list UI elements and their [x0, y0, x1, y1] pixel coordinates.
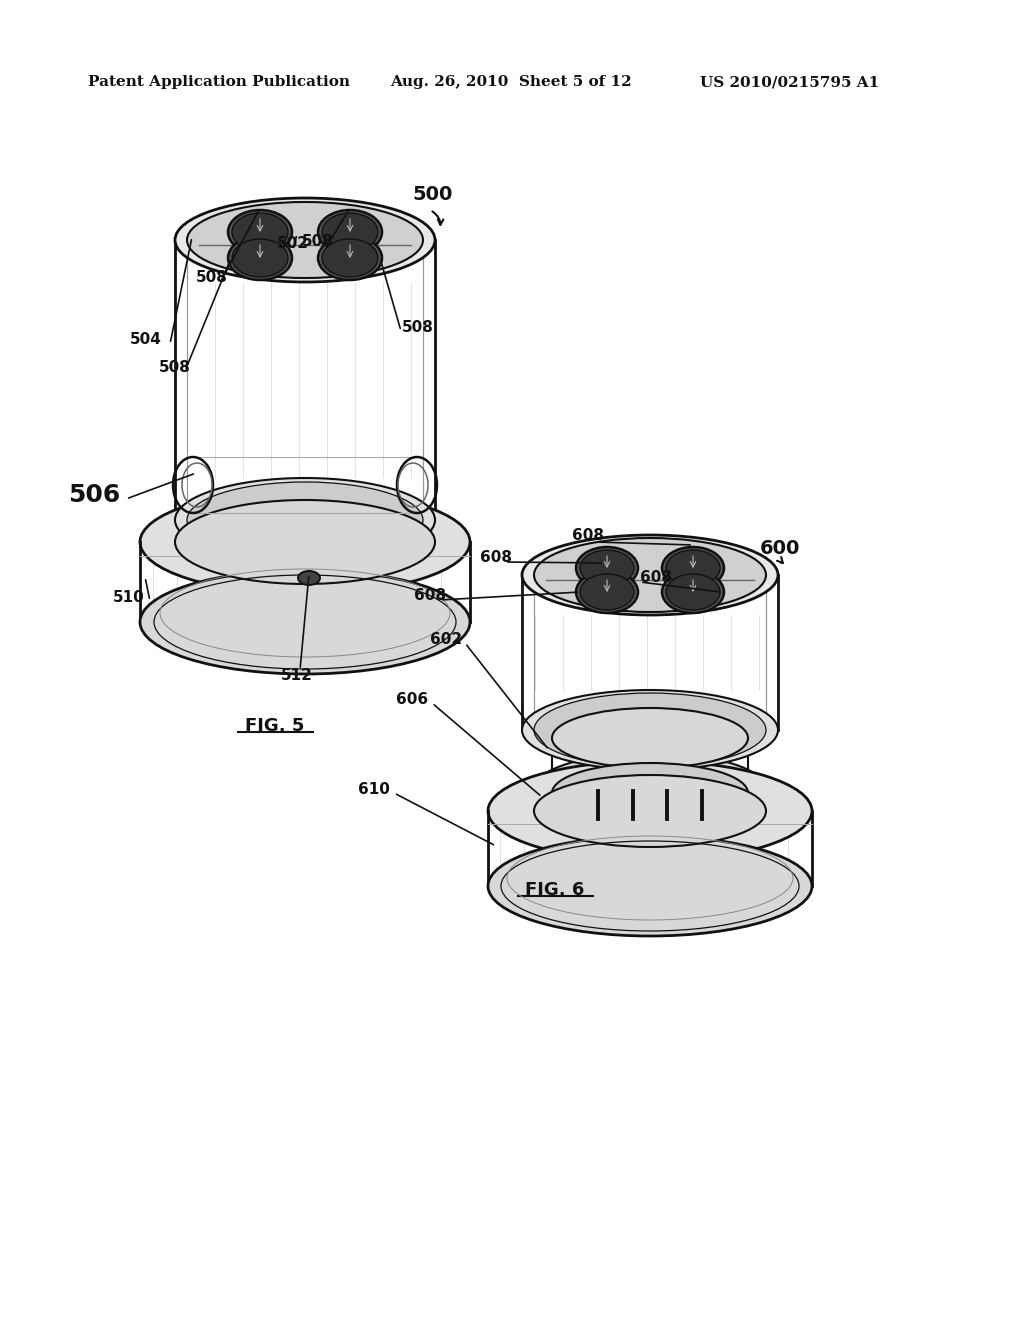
Ellipse shape	[534, 539, 766, 612]
Ellipse shape	[232, 213, 288, 251]
Text: 504: 504	[130, 333, 162, 347]
Ellipse shape	[175, 478, 435, 562]
Text: 608: 608	[640, 570, 672, 586]
Ellipse shape	[322, 239, 378, 277]
Text: 512: 512	[281, 668, 313, 684]
Text: 608: 608	[480, 549, 512, 565]
Text: 502: 502	[278, 235, 309, 251]
Ellipse shape	[580, 574, 634, 610]
Ellipse shape	[666, 574, 720, 610]
Ellipse shape	[575, 546, 638, 589]
Ellipse shape	[318, 236, 382, 280]
Text: 508: 508	[302, 235, 334, 249]
Ellipse shape	[228, 236, 292, 280]
Text: FIG. 5: FIG. 5	[246, 717, 305, 735]
Ellipse shape	[534, 783, 766, 855]
Ellipse shape	[552, 763, 748, 822]
Ellipse shape	[522, 690, 778, 770]
Text: 500: 500	[413, 186, 454, 205]
Ellipse shape	[140, 490, 470, 594]
Ellipse shape	[534, 752, 766, 825]
Ellipse shape	[232, 239, 288, 277]
Ellipse shape	[298, 572, 319, 585]
Text: Aug. 26, 2010  Sheet 5 of 12: Aug. 26, 2010 Sheet 5 of 12	[390, 75, 632, 88]
Text: 610: 610	[358, 783, 390, 797]
Ellipse shape	[175, 198, 435, 282]
Ellipse shape	[552, 708, 748, 768]
Text: 508: 508	[402, 321, 434, 335]
Text: 606: 606	[396, 693, 428, 708]
Ellipse shape	[318, 210, 382, 253]
Ellipse shape	[534, 775, 766, 847]
Text: US 2010/0215795 A1: US 2010/0215795 A1	[700, 75, 880, 88]
Ellipse shape	[228, 210, 292, 253]
Text: FIG. 6: FIG. 6	[525, 880, 585, 899]
Text: 506: 506	[68, 483, 120, 507]
Ellipse shape	[488, 836, 812, 936]
Ellipse shape	[322, 213, 378, 251]
Text: 508: 508	[196, 269, 228, 285]
Text: 608: 608	[414, 589, 446, 603]
Ellipse shape	[140, 570, 470, 675]
Ellipse shape	[187, 202, 423, 279]
Ellipse shape	[488, 762, 812, 861]
Text: 608: 608	[572, 528, 604, 543]
Ellipse shape	[187, 482, 423, 558]
Ellipse shape	[662, 572, 724, 612]
Text: 508: 508	[159, 360, 190, 375]
Text: Patent Application Publication: Patent Application Publication	[88, 75, 350, 88]
Ellipse shape	[580, 550, 634, 586]
Text: 600: 600	[760, 539, 800, 557]
Text: 602: 602	[430, 632, 462, 648]
Ellipse shape	[666, 550, 720, 586]
Text: 510: 510	[114, 590, 145, 606]
Ellipse shape	[175, 500, 435, 583]
Ellipse shape	[522, 535, 778, 615]
Ellipse shape	[534, 693, 766, 767]
Ellipse shape	[575, 572, 638, 612]
Ellipse shape	[662, 546, 724, 589]
